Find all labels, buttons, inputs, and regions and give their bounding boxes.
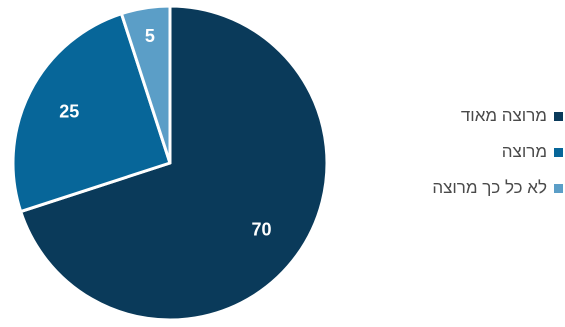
pie-slice-1 [19,4,329,322]
legend-item-1: מרוצה מאוד [395,106,563,126]
pie-data-label-1: 70 [251,219,271,239]
legend-swatch-1 [554,111,563,121]
pie-data-label-3: 5 [145,26,155,46]
pie-data-label-2: 25 [59,102,79,122]
pie-slice-3 [119,4,172,165]
legend-swatch-3 [554,183,563,193]
legend-item-3: לא כל כך מרוצה [395,178,563,198]
legend-label-2: מרוצה [501,142,547,161]
legend-swatch-2 [554,147,563,157]
pie-slices [11,4,329,322]
legend: מרוצה מאוד מרוצה לא כל כך מרוצה [395,106,563,214]
pie-data-labels: 70 25 5 [59,26,271,240]
legend-label-1: מרוצה מאוד [460,106,547,125]
legend-item-2: מרוצה [395,142,563,162]
legend-label-3: לא כל כך מרוצה [432,178,547,197]
pie-slice-2 [11,12,172,214]
